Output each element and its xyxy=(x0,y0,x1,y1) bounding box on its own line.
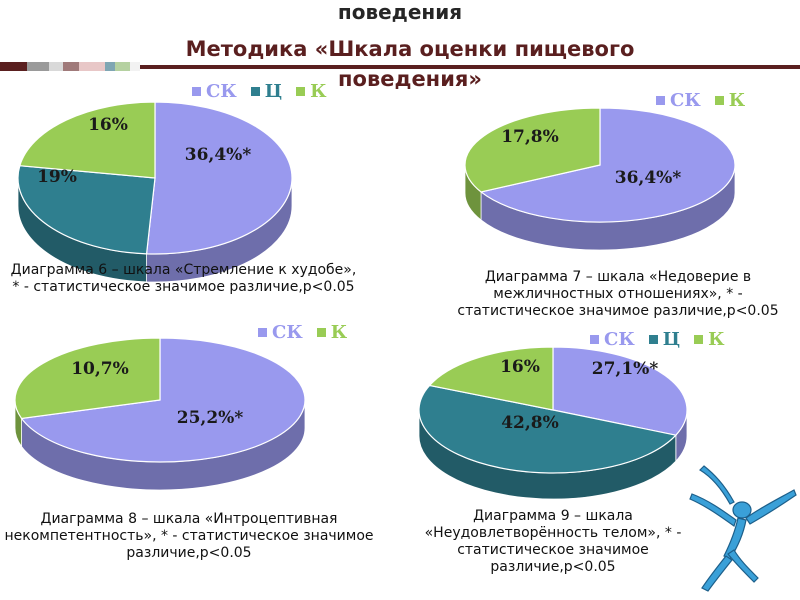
pie-slice-К xyxy=(464,107,601,193)
pie-data-label: 16% xyxy=(88,115,128,135)
pie-slice-К xyxy=(19,101,156,179)
pie-1: 36,4%* 17,8% xyxy=(464,107,736,251)
caption-chart-9: Диаграмма 9 – шкала «Неудовлетворённость… xyxy=(424,508,682,575)
legend-label: Ц xyxy=(662,329,681,350)
pie-data-label: 10,7% xyxy=(71,359,129,379)
legend-label: СК xyxy=(670,90,701,111)
legend-item-sk: СК xyxy=(590,329,635,350)
legend-chart-9: СК Ц К xyxy=(590,329,724,350)
pie-slice-СК xyxy=(479,107,736,223)
pie-data-label: 16% xyxy=(500,357,540,377)
slide-title: Методика «Шкала оценки пищевого поведени… xyxy=(90,34,730,94)
pie-data-label: 42,8% xyxy=(501,413,559,433)
gymnast-figure xyxy=(689,465,797,592)
legend-item-c: Ц xyxy=(250,81,283,102)
legend-label: К xyxy=(330,322,348,343)
pie-slice-Ц xyxy=(17,165,156,255)
legend-item-sk: СК xyxy=(258,322,303,343)
pie-slice-Ц xyxy=(418,384,677,474)
pie-slice-К xyxy=(14,337,161,420)
legend-label: К xyxy=(310,81,327,102)
legend-chart-6: СК Ц К xyxy=(192,81,326,102)
slide-title-line1: Методика «Шкала оценки пищевого xyxy=(185,37,635,61)
pie-data-label: 36,4%* xyxy=(615,168,682,188)
pie-3: 27,1%* 42,8% 16% xyxy=(418,346,688,500)
legend-label: К xyxy=(728,90,746,111)
legend-label: СК xyxy=(272,322,303,343)
legend-chart-7: СК К xyxy=(656,90,745,111)
legend-label: Ц xyxy=(264,81,283,102)
decorative-stripe xyxy=(0,62,800,71)
pie-data-label: 36,4%* xyxy=(185,145,252,165)
legend-chart-8: СК К xyxy=(258,322,347,343)
slide-title-top: поведения xyxy=(337,0,463,24)
pie-data-label: 19% xyxy=(37,167,77,187)
pie-data-label: 17,8% xyxy=(501,127,559,147)
legend-label: СК xyxy=(206,81,237,102)
caption-chart-7: Диаграмма 7 – шкала «Недоверие в межличн… xyxy=(457,269,779,319)
pie-slice-СК xyxy=(20,337,306,463)
legend-item-sk: СК xyxy=(656,90,701,111)
pie-0: 36,4%* 19% 16% xyxy=(17,101,293,283)
legend-label: К xyxy=(708,329,725,350)
slide-title-line2: поведения» xyxy=(338,67,482,91)
pie-data-label: 25,2%* xyxy=(177,408,244,428)
pie-data-label: 27,1%* xyxy=(592,359,659,379)
pie-slice-К xyxy=(428,346,554,411)
legend-item-k: К xyxy=(714,90,746,111)
caption-chart-8: Диаграмма 8 – шкала «Интроцептивная неко… xyxy=(4,511,374,561)
pie-2: 25,2%* 10,7% xyxy=(14,337,306,491)
legend-item-c: Ц xyxy=(648,329,681,350)
legend-item-k: К xyxy=(694,329,724,350)
legend-item-k: К xyxy=(316,322,348,343)
pie-slice-СК xyxy=(145,101,293,255)
pie-slice-СК xyxy=(552,346,688,436)
caption-chart-6: Диаграмма 6 – шкала «Стремление к худобе… xyxy=(10,262,357,295)
legend-item-sk: СК xyxy=(192,81,237,102)
legend-item-k: К xyxy=(296,81,326,102)
legend-label: СК xyxy=(604,329,635,350)
